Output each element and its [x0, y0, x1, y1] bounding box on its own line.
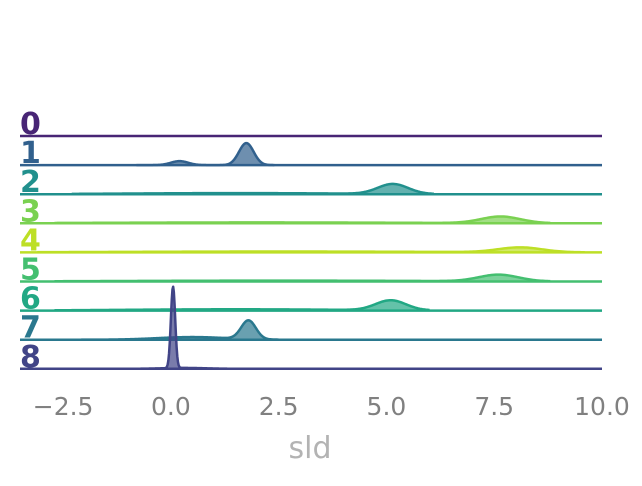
ridge-label-1: 1 — [20, 136, 41, 171]
ridge-outline-6 — [54, 298, 430, 312]
ridge-row-6: 6 — [20, 282, 602, 317]
x-axis: −2.5 0.0 2.5 5.0 7.5 10.0 — [33, 392, 630, 421]
ridge-label-6: 6 — [20, 282, 41, 317]
ridge-row-1: 1 — [20, 136, 602, 171]
ridge-row-4: 4 — [20, 223, 602, 258]
ridge-row-2: 2 — [20, 165, 602, 200]
x-axis-label: sld — [288, 431, 331, 466]
ridge-label-0: 0 — [20, 107, 41, 142]
ridge-row-7: 7 — [20, 311, 602, 346]
ridge-outline-2 — [71, 182, 434, 196]
ridge-area-1 — [136, 143, 275, 166]
ridge-label-7: 7 — [20, 311, 41, 346]
ridge-label-2: 2 — [20, 165, 41, 200]
x-tick-label: −2.5 — [33, 392, 94, 421]
ridge-row-8: 8 — [20, 285, 602, 375]
ridge-area-8 — [50, 286, 271, 369]
x-tick-label: 10.0 — [574, 392, 630, 421]
x-tick-label: 7.5 — [474, 392, 514, 421]
ridge-outline-1 — [135, 141, 276, 167]
ridge-area-4 — [37, 247, 585, 253]
x-tick-label: 5.0 — [367, 392, 407, 421]
ridge-row-5: 5 — [20, 253, 602, 288]
ridge-area-7 — [41, 320, 279, 340]
ridge-label-3: 3 — [20, 194, 41, 229]
ridge-row-3: 3 — [20, 194, 602, 229]
ridge-outline-5 — [54, 273, 551, 283]
ridge-outline-7 — [41, 319, 280, 341]
ridge-row-0: 0 — [20, 107, 602, 142]
ridge-outline-3 — [54, 215, 551, 225]
x-tick-label: 0.0 — [151, 392, 191, 421]
ridge-label-8: 8 — [20, 340, 41, 375]
ridge-outline-4 — [37, 246, 585, 254]
x-tick-label: 2.5 — [259, 392, 299, 421]
ridge-label-5: 5 — [20, 253, 41, 288]
ridge-label-4: 4 — [20, 223, 41, 258]
ridge-outline-8 — [49, 285, 271, 371]
